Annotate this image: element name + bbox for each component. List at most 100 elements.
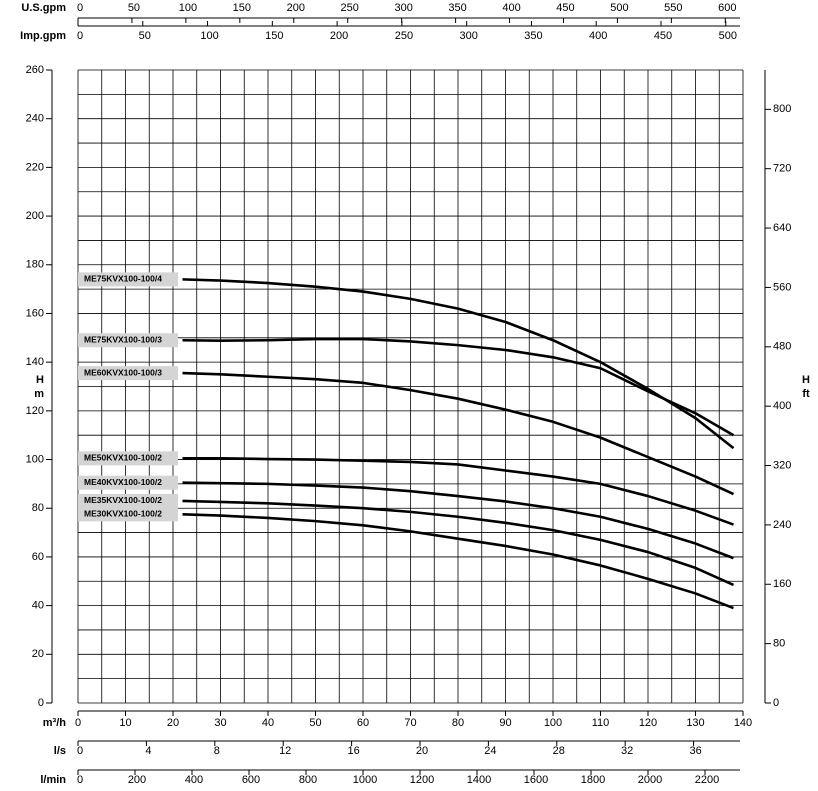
axis-tick-label: 24 xyxy=(484,745,496,757)
axis-tick-label: 300 xyxy=(459,30,477,42)
axis-tick-label: 0 xyxy=(77,30,83,42)
legend-label: ME40KVX100-100/2 xyxy=(84,477,162,487)
axis-tick-label: 150 xyxy=(265,30,283,42)
x-tick-label: 20 xyxy=(167,717,179,729)
x-tick-label: 70 xyxy=(404,717,416,729)
x-tick-label: 50 xyxy=(309,717,321,729)
legend-label: ME75KVX100-100/4 xyxy=(84,274,162,284)
axis-tick-label: 350 xyxy=(524,30,542,42)
y-tick-label: 0 xyxy=(38,697,44,709)
x-tick-label: 90 xyxy=(499,717,511,729)
axis-tick-label: 400 xyxy=(589,30,607,42)
legend-label: ME75KVX100-100/3 xyxy=(84,334,162,344)
y2-label-symbol: H xyxy=(802,374,810,386)
y-tick-label: 80 xyxy=(32,502,44,514)
y-tick-label: 120 xyxy=(26,405,44,417)
y-label-symbol: H xyxy=(36,374,44,386)
x-tick-label: 60 xyxy=(357,717,369,729)
legend-box xyxy=(78,451,178,466)
legend-box xyxy=(78,366,178,381)
x-tick-label: 130 xyxy=(686,717,704,729)
axis-tick-label: 400 xyxy=(502,2,520,14)
axis-tick-label: 0 xyxy=(77,745,83,757)
axis-name: l/min xyxy=(40,774,66,786)
axis-tick-label: 600 xyxy=(242,774,260,786)
legend-label: ME50KVX100-100/2 xyxy=(84,453,162,463)
y-tick-label: 240 xyxy=(26,113,44,125)
x-label: m³/h xyxy=(43,717,67,729)
axis-tick-label: 100 xyxy=(179,2,197,14)
y-tick-label: 60 xyxy=(32,551,44,563)
axis-tick-label: 8 xyxy=(214,745,220,757)
axis-name: Imp.gpm xyxy=(20,30,66,42)
axis-tick-label: 250 xyxy=(341,2,359,14)
axis-tick-label: 1800 xyxy=(581,774,605,786)
legend-box xyxy=(78,493,178,508)
axis-tick-label: 1600 xyxy=(524,774,548,786)
x-tick-label: 30 xyxy=(214,717,226,729)
legend-box xyxy=(78,333,178,348)
legend-label: ME35KVX100-100/2 xyxy=(84,495,162,505)
axis-tick-label: 0 xyxy=(77,2,83,14)
legend-box xyxy=(78,475,178,490)
curve xyxy=(182,513,734,610)
axis-tick-label: 1400 xyxy=(467,774,491,786)
axis-name: U.S.gpm xyxy=(21,2,66,14)
legend-label: ME60KVX100-100/3 xyxy=(84,367,162,377)
y2-label-unit: ft xyxy=(802,388,810,400)
y2-tick-label: 800 xyxy=(773,103,791,115)
axis-tick-label: 2200 xyxy=(695,774,719,786)
y-tick-label: 220 xyxy=(26,161,44,173)
axis-tick-label: 250 xyxy=(395,30,413,42)
axis-name: l/s xyxy=(54,745,66,757)
axis-tick-label: 450 xyxy=(654,30,672,42)
axis-tick-label: 1200 xyxy=(410,774,434,786)
axis-tick-label: 400 xyxy=(185,774,203,786)
y-tick-label: 100 xyxy=(26,453,44,465)
y2-tick-label: 400 xyxy=(773,400,791,412)
y2-tick-label: 320 xyxy=(773,459,791,471)
axis-tick-label: 450 xyxy=(556,2,574,14)
curve xyxy=(182,337,735,437)
axis-tick-label: 50 xyxy=(128,2,140,14)
curve xyxy=(182,457,734,526)
axis-tick-label: 200 xyxy=(128,774,146,786)
curve xyxy=(182,499,735,587)
axis-tick-label: 200 xyxy=(330,30,348,42)
curve xyxy=(182,481,734,560)
y2-tick-label: 720 xyxy=(773,163,791,175)
x-tick-label: 140 xyxy=(734,717,752,729)
axis-tick-label: 36 xyxy=(689,745,701,757)
axis-tick-label: 800 xyxy=(299,774,317,786)
x-tick-label: 110 xyxy=(592,717,610,729)
axis-tick-label: 0 xyxy=(77,774,83,786)
axis-tick-label: 50 xyxy=(139,30,151,42)
y2-tick-label: 0 xyxy=(773,697,779,709)
x-tick-label: 120 xyxy=(639,717,657,729)
y-tick-label: 40 xyxy=(32,600,44,612)
legend-box xyxy=(78,272,178,287)
axis-tick-label: 500 xyxy=(719,30,737,42)
axis-tick-label: 100 xyxy=(200,30,218,42)
axis-tick-label: 28 xyxy=(553,745,565,757)
axis-tick-label: 32 xyxy=(621,745,633,757)
axis-tick-label: 4 xyxy=(145,745,151,757)
y-tick-label: 140 xyxy=(26,356,44,368)
axis-tick-label: 1000 xyxy=(353,774,377,786)
axis-tick-label: 2000 xyxy=(638,774,662,786)
axis-tick-label: 350 xyxy=(448,2,466,14)
axis-tick-label: 150 xyxy=(233,2,251,14)
axis-tick-label: 600 xyxy=(718,2,736,14)
curve xyxy=(182,278,735,450)
axis-tick-label: 16 xyxy=(347,745,359,757)
y2-tick-label: 240 xyxy=(773,519,791,531)
y2-tick-label: 160 xyxy=(773,578,791,590)
axis-tick-label: 20 xyxy=(416,745,428,757)
y2-tick-label: 80 xyxy=(773,638,785,650)
axis-tick-label: 12 xyxy=(279,745,291,757)
y-tick-label: 180 xyxy=(26,259,44,271)
x-tick-label: 100 xyxy=(544,717,562,729)
x-tick-label: 40 xyxy=(262,717,274,729)
y-label-unit: m xyxy=(34,388,44,400)
